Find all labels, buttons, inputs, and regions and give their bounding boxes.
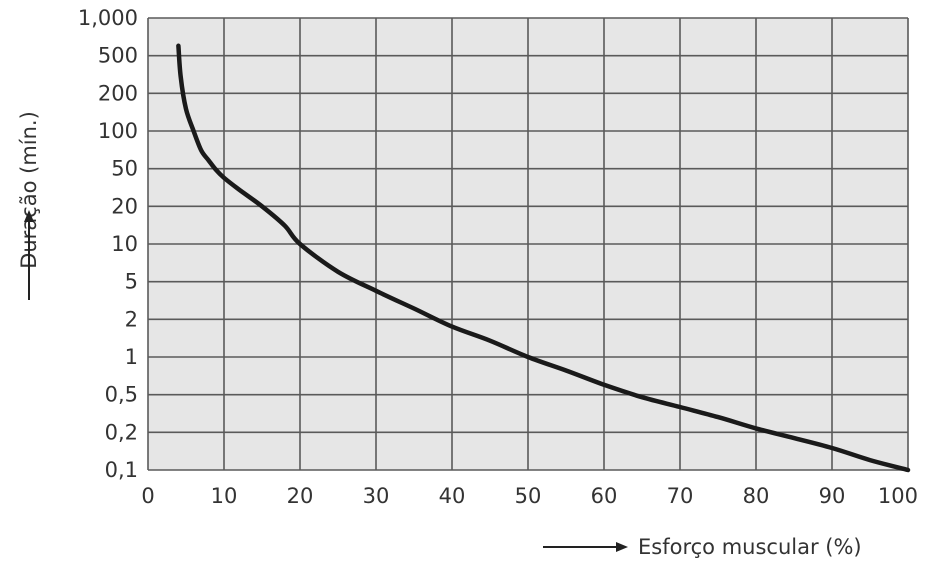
x-tick-labels: 0 10 20 30 40 50 60 70 80 90 100 [141, 484, 918, 508]
y-tick-label: 1,000 [78, 6, 138, 30]
x-tick-label: 90 [819, 484, 846, 508]
x-tick-label: 100 [878, 484, 918, 508]
y-axis-arrowhead [24, 210, 34, 222]
series-line [176, 43, 911, 473]
y-tick-label: 0,1 [105, 458, 138, 482]
y-tick-label: 50 [111, 157, 138, 181]
y-tick-label: 2 [125, 307, 138, 331]
y-tick-label: 10 [111, 232, 138, 256]
x-axis-arrowhead [616, 542, 628, 552]
y-tick-label: 20 [111, 194, 138, 218]
x-tick-label: 70 [667, 484, 694, 508]
y-tick-label: 100 [98, 119, 138, 143]
y-tick-label: 1 [125, 345, 138, 369]
x-axis-title: Esforço muscular (%) [638, 535, 862, 559]
y-tick-label: 200 [98, 81, 138, 105]
y-tick-label: 0,2 [105, 420, 138, 444]
x-tick-label: 80 [743, 484, 770, 508]
x-tick-label: 10 [211, 484, 238, 508]
x-tick-label: 40 [439, 484, 466, 508]
x-tick-label: 50 [515, 484, 542, 508]
x-tick-label: 30 [363, 484, 390, 508]
x-tick-label: 0 [141, 484, 154, 508]
y-axis-title-group: Duração (mín.) [17, 111, 41, 300]
x-tick-label: 60 [591, 484, 618, 508]
x-tick-label: 20 [287, 484, 314, 508]
y-tick-label: 5 [125, 270, 138, 294]
x-axis-title-group: Esforço muscular (%) [543, 535, 862, 559]
y-tick-label: 0,5 [105, 383, 138, 407]
y-tick-labels: 0,1 0,2 0,5 1 2 5 10 20 50 100 200 500 1,000 [78, 6, 138, 482]
y-tick-label: 500 [98, 44, 138, 68]
